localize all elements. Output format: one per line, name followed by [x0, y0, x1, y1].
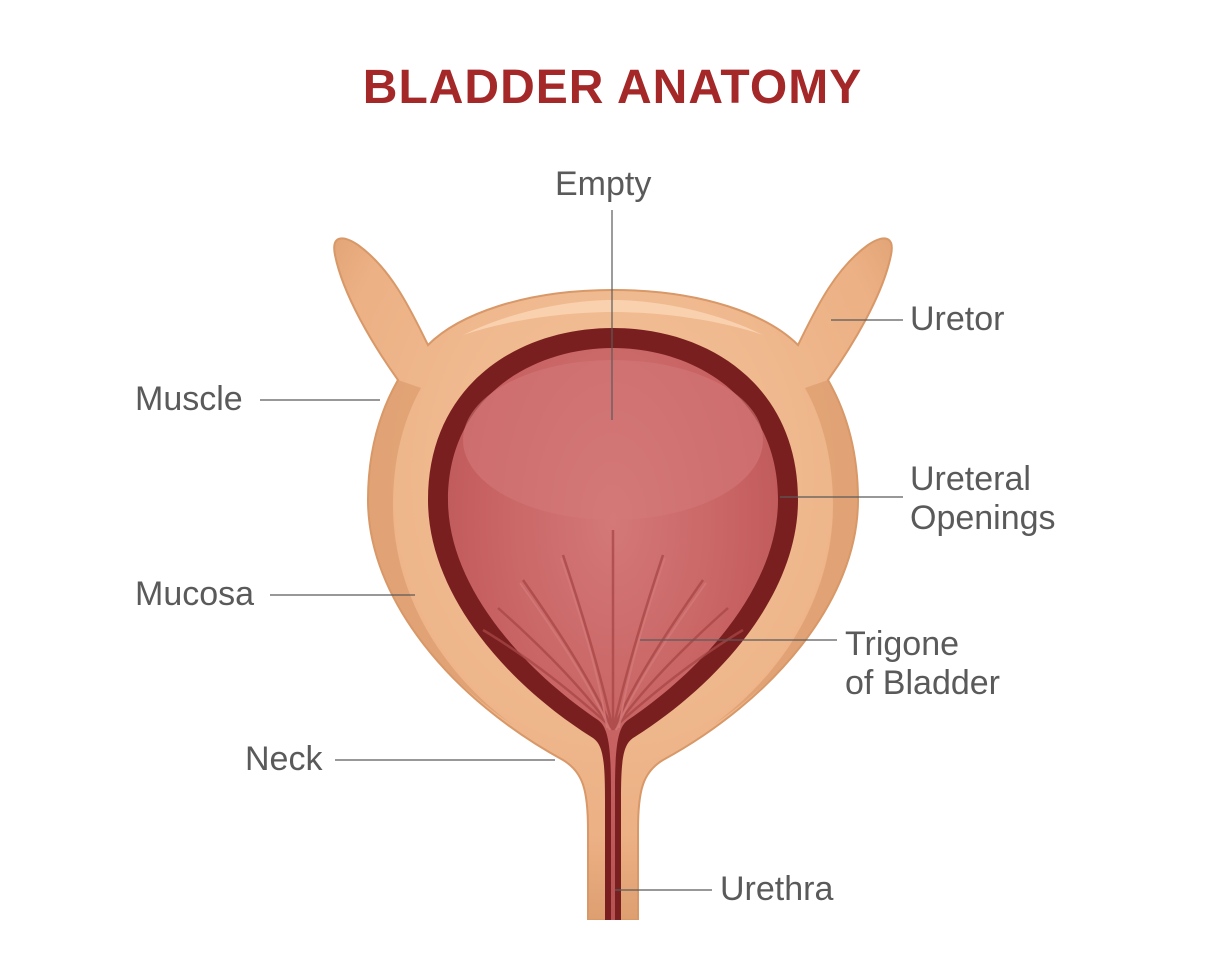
leader-lines	[0, 0, 1225, 980]
